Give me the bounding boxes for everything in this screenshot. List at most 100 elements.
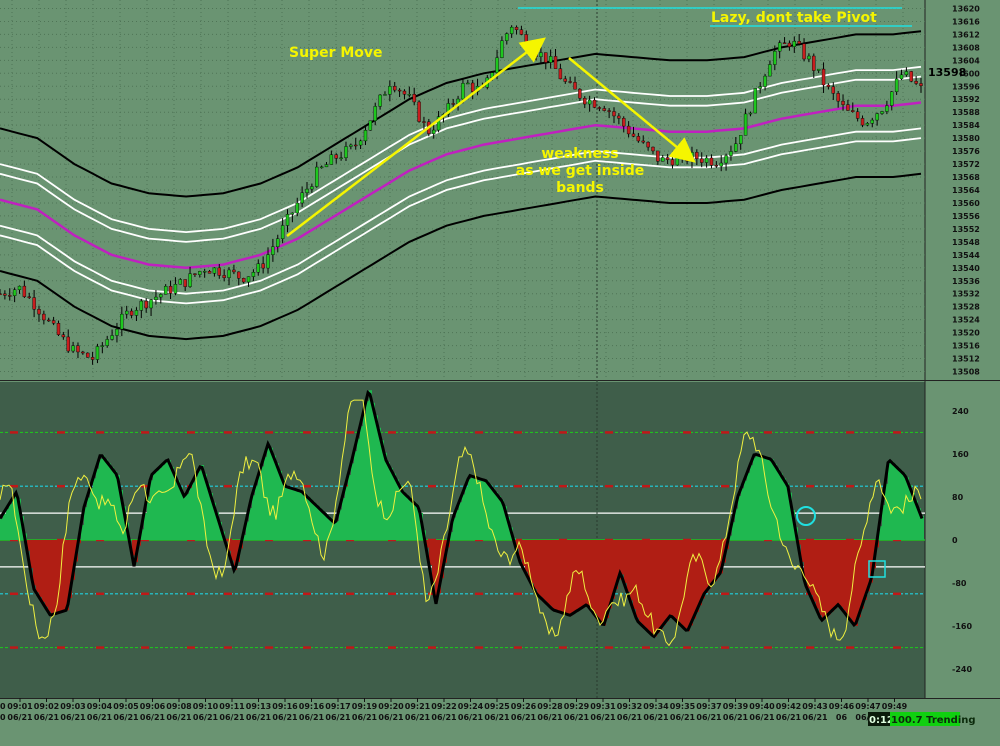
candle-down [558, 68, 563, 80]
candle-up [500, 40, 504, 58]
candle-down [714, 165, 719, 167]
candle-down [47, 319, 51, 322]
candle-up [436, 116, 441, 131]
weakness-label-line1: weakness [541, 146, 618, 162]
candle-down [860, 118, 865, 126]
histogram-bar-negative [579, 540, 582, 610]
candle-up [173, 284, 178, 294]
histogram-bar-positive [258, 475, 261, 540]
time-tick-label: 09:26 [511, 702, 537, 711]
status-trend-label: 100.7 Trending [891, 715, 976, 726]
candle-up [251, 272, 256, 277]
super-move-arrow[interactable] [286, 37, 546, 237]
histogram-bar-positive [183, 493, 186, 540]
weakness-arrow[interactable] [568, 57, 696, 163]
candle-up [271, 246, 275, 255]
time-tick-label: 09:25 [484, 702, 510, 711]
histogram-bar-positive [171, 466, 174, 540]
price-axis-bg [925, 0, 1000, 698]
histogram-bar-positive [18, 498, 21, 540]
time-tick-label: 09:17 [325, 702, 350, 711]
candle-up [548, 56, 553, 63]
histogram-bar-positive [921, 515, 924, 540]
histogram-bar-positive [492, 488, 495, 540]
histogram-bar-negative [699, 540, 702, 606]
time-tick-label: 09:46 [829, 702, 855, 711]
histogram-bar-positive [318, 507, 321, 540]
time-tick-label: 09:20 [378, 702, 404, 711]
date-tick-label: 06/21 [193, 713, 219, 722]
histogram-bar-positive [768, 458, 771, 540]
time-tick-label: 09:35 [670, 702, 696, 711]
histogram-bar-negative [585, 540, 588, 606]
time-tick-label: 09:34 [643, 702, 669, 711]
candle-down [232, 269, 236, 273]
histogram-bar-positive [180, 487, 183, 540]
time-tick-label: 09:32 [617, 702, 642, 711]
lazy-pivot-label: Lazy, dont take Pivot [711, 10, 877, 26]
oscillator-series [0, 389, 924, 647]
candle-down [27, 296, 31, 298]
candle-down [32, 297, 36, 310]
candle-down [709, 157, 714, 166]
histogram-bar-positive [273, 455, 276, 540]
histogram-bar-negative [225, 540, 228, 542]
histogram-bar-negative [555, 540, 558, 611]
candle-up [368, 120, 373, 131]
histogram-bar-positive [765, 457, 768, 540]
histogram-bar-positive [339, 509, 342, 540]
histogram-bar-negative [534, 540, 537, 590]
date-tick-label: 06/21 [272, 713, 298, 722]
histogram-bar-positive [111, 467, 114, 540]
candle-up [115, 328, 119, 336]
candle-down [651, 146, 655, 152]
histogram-bar-positive [390, 467, 393, 540]
histogram-bar-negative [627, 540, 630, 592]
histogram-bar-positive [786, 483, 789, 540]
date-tick-label: 06/21 [537, 713, 563, 722]
histogram-bar-negative [66, 540, 69, 611]
oscillator-square-marker[interactable] [868, 560, 886, 578]
histogram-bar-negative [843, 540, 846, 611]
time-tick-label: 09:03 [60, 702, 85, 711]
candle-down [222, 275, 226, 278]
candle-up [865, 123, 870, 126]
histogram-bar-positive [6, 508, 9, 540]
histogram-bar-negative [435, 540, 438, 600]
candle-down [397, 89, 402, 92]
histogram-bar-positive [345, 486, 348, 540]
histogram-bar-negative [600, 540, 603, 622]
date-tick-label: 06/21 [405, 713, 431, 722]
histogram-bar-negative [570, 540, 573, 616]
date-tick-label: 06/21 [7, 713, 33, 722]
date-tick-label: 06/21 [723, 713, 749, 722]
status-time: 0:12 [869, 715, 894, 726]
date-tick-label: 06/21 [219, 713, 245, 722]
candle-down [602, 108, 606, 111]
histogram-bar-positive [465, 486, 468, 540]
candle-down [193, 273, 197, 275]
candle-up [363, 130, 368, 142]
histogram-bar-positive [498, 496, 501, 540]
price-tick-label: 13620 [952, 4, 980, 13]
candle-up [319, 166, 324, 169]
candle-down [846, 104, 850, 111]
histogram-bar-positive [261, 466, 264, 540]
candle-down [787, 42, 792, 47]
histogram-bar-negative [861, 540, 864, 609]
price-tick-label: 13520 [952, 329, 980, 338]
histogram-bar-positive [192, 482, 195, 540]
price-axis: 13508 13512 13516 13520 13524 13528 13532 13536… [952, 4, 980, 376]
date-tick-label: 06/21 [87, 713, 113, 722]
histogram-bar-positive [81, 524, 84, 540]
candle-up [777, 42, 782, 52]
histogram-bar-positive [279, 470, 282, 540]
candle-down [519, 29, 524, 35]
histogram-bar-negative [834, 540, 837, 609]
histogram-bar-positive [342, 497, 345, 540]
candle-down [695, 152, 699, 159]
oscillator-circle-marker[interactable] [796, 506, 816, 526]
histogram-bar-positive [489, 484, 492, 540]
histogram-bar-positive [174, 473, 177, 540]
